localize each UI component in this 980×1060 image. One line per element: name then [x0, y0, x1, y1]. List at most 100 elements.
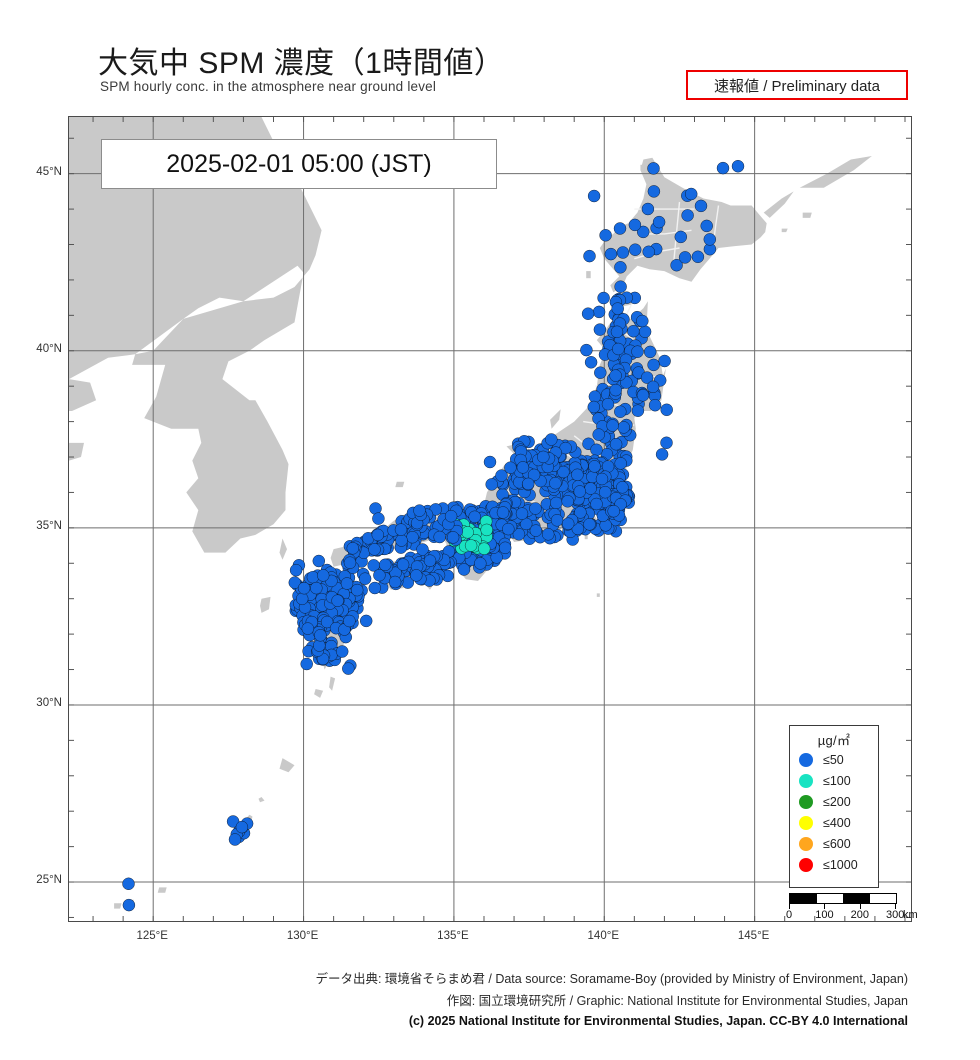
station-marker: [638, 325, 652, 338]
station-marker: [681, 209, 694, 222]
legend-swatch-icon: [799, 836, 813, 851]
legend-item-0: ≤50: [790, 749, 878, 770]
station-marker: [614, 405, 627, 418]
station-marker: [368, 581, 381, 595]
legend-swatch-icon: [799, 752, 813, 767]
land-tanegashima: [329, 676, 336, 691]
station-marker: [549, 477, 562, 490]
legend-label: ≤100: [823, 773, 851, 788]
land-hachijo: [596, 593, 600, 597]
station-marker: [444, 510, 458, 523]
station-marker: [550, 496, 563, 510]
scale-number-labels: 0 100 200 300 km: [785, 909, 918, 923]
land-iriomote: [114, 903, 122, 909]
station-marker: [599, 486, 612, 499]
legend-swatch-icon: [799, 773, 813, 788]
land-goto: [260, 596, 271, 613]
lat-tick-30: 30°N: [36, 696, 62, 709]
page-title-japanese: 大気中 SPM 濃度（1時間値）: [98, 47, 505, 80]
legend-box: µg/㎡ ≤50 ≤100 ≤200 ≤400 ≤600 ≤1000: [789, 725, 879, 888]
station-marker: [529, 524, 543, 537]
land-okushiri: [586, 271, 591, 279]
station-marker: [527, 468, 541, 482]
station-marker: [580, 343, 593, 357]
station-marker: [562, 517, 575, 530]
land-shikotan: [802, 212, 812, 218]
station-marker: [343, 556, 357, 569]
station-marker: [607, 505, 620, 518]
station-marker: [496, 506, 510, 519]
station-marker: [122, 877, 135, 890]
station-marker: [609, 383, 622, 397]
station-marker: [495, 469, 508, 482]
station-marker: [597, 291, 610, 305]
station-marker: [601, 398, 615, 411]
scale-tick-label-100: 100: [815, 909, 834, 921]
station-marker: [584, 482, 597, 495]
station-marker: [587, 400, 600, 414]
station-marker: [379, 558, 392, 571]
station-marker: [410, 569, 423, 582]
station-marker: [235, 820, 249, 834]
station-marker: [660, 403, 673, 416]
station-marker: [703, 233, 716, 246]
station-marker: [358, 572, 372, 585]
station-marker: [406, 531, 419, 544]
station-markers: [122, 160, 745, 912]
legend-swatch-icon: [799, 815, 813, 830]
station-marker: [343, 614, 356, 628]
station-marker: [592, 428, 605, 441]
station-marker: [351, 583, 364, 597]
station-marker: [616, 246, 630, 259]
station-marker: [647, 358, 660, 372]
station-marker: [631, 404, 645, 417]
station-marker: [652, 215, 666, 229]
land-izuoshima: [584, 534, 588, 540]
station-marker: [647, 185, 661, 198]
station-marker: [372, 512, 385, 525]
land-oki: [395, 481, 405, 488]
legend-item-1: ≤100: [790, 770, 878, 791]
station-marker: [640, 371, 654, 384]
land-habomai: [781, 228, 788, 233]
station-marker: [573, 485, 586, 498]
station-marker: [502, 522, 515, 536]
station-marker: [646, 380, 660, 393]
scale-segment: [870, 894, 897, 903]
station-marker: [331, 594, 344, 607]
legend-label: ≤50: [823, 752, 844, 767]
scale-segment: [790, 894, 817, 903]
station-marker: [295, 592, 309, 605]
footer-copyright: (c) 2025 National Institute for Environm…: [408, 1014, 908, 1028]
station-marker: [464, 539, 478, 552]
station-marker: [474, 557, 487, 570]
station-marker: [537, 450, 550, 464]
station-marker: [641, 202, 655, 216]
station-marker: [716, 161, 730, 175]
station-marker: [691, 250, 705, 264]
station-marker: [373, 569, 386, 582]
land-asia2: [69, 379, 97, 411]
timestamp-box: 2025-02-01 05:00 (JST): [101, 139, 497, 189]
map-canvas[interactable]: [68, 116, 912, 922]
station-marker: [658, 354, 671, 368]
station-marker: [342, 662, 355, 675]
station-marker: [616, 481, 629, 494]
station-marker: [647, 162, 660, 175]
station-marker: [674, 230, 687, 244]
station-marker: [694, 199, 708, 213]
station-marker: [660, 436, 673, 449]
station-marker: [685, 187, 698, 201]
scale-unit-label: km: [903, 909, 918, 921]
scale-tick-marks: [789, 904, 897, 909]
station-marker: [628, 218, 642, 232]
land-asia: [69, 117, 322, 553]
lon-tick-140: 140°E: [587, 930, 619, 942]
station-marker: [122, 898, 136, 912]
station-marker: [587, 189, 601, 203]
lat-tick-40: 40°N: [36, 342, 62, 355]
scale-tick-label-0: 0: [785, 909, 793, 921]
station-marker: [316, 569, 330, 582]
land-kunashiri: [763, 191, 794, 218]
station-marker: [300, 657, 313, 671]
